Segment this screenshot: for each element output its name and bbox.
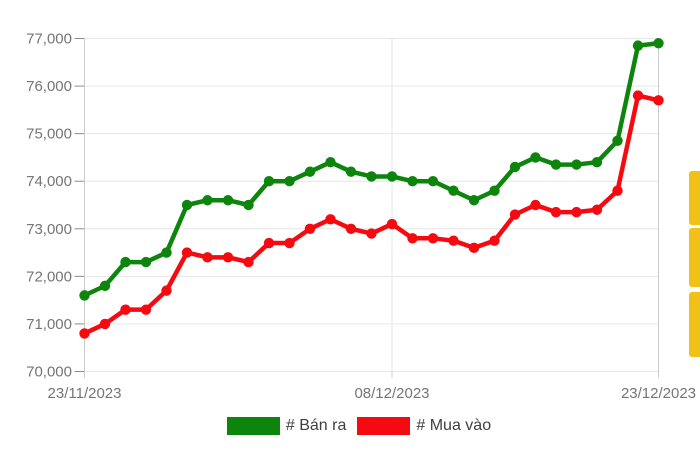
data-point-ban-ra[interactable] [345,166,357,177]
data-point-ban-ra[interactable] [653,38,664,49]
data-point-ban-ra[interactable] [79,290,90,301]
x-axis-label: 23/12/2023 [621,385,696,402]
data-point-mua-vao[interactable] [161,285,172,296]
data-point-ban-ra[interactable] [427,176,439,187]
data-point-mua-vao[interactable] [448,235,459,246]
data-point-ban-ra[interactable] [489,185,500,196]
x-axis-label: 08/12/2023 [354,385,429,402]
data-point-mua-vao[interactable] [345,223,357,234]
data-point-ban-ra[interactable] [222,195,234,206]
data-point-mua-vao[interactable] [284,237,295,249]
data-point-mua-vao[interactable] [325,214,336,225]
mua-vao-color-swatch-icon [357,417,411,435]
data-point-mua-vao[interactable] [571,206,582,218]
data-point-ban-ra[interactable] [530,152,541,163]
data-point-ban-ra[interactable] [140,256,152,268]
data-point-ban-ra[interactable] [571,159,582,170]
data-point-ban-ra[interactable] [612,135,623,146]
data-point-ban-ra[interactable] [99,280,111,292]
y-axis-label: 71,000 [26,316,72,333]
chart-legend: # Bán ra # Mua vào [9,416,700,436]
data-point-ban-ra[interactable] [181,199,193,211]
data-point-mua-vao[interactable] [79,328,90,339]
data-point-mua-vao[interactable] [202,252,213,263]
right-edge-button-1[interactable] [689,171,700,225]
data-point-ban-ra[interactable] [284,176,295,187]
y-axis-label: 73,000 [26,221,72,238]
right-edge-button-3[interactable] [689,292,700,357]
data-point-ban-ra[interactable] [407,176,418,187]
data-point-mua-vao[interactable] [489,235,500,246]
series-line-ban-ra [82,41,661,298]
data-point-ban-ra[interactable] [366,171,377,182]
data-point-ban-ra[interactable] [325,156,336,168]
data-point-ban-ra[interactable] [632,40,644,51]
data-point-mua-vao[interactable] [550,206,562,218]
x-axis-label: 23/11/2023 [48,385,122,402]
legend-item-ban-ra[interactable]: # Bán ra [226,416,347,436]
data-point-mua-vao[interactable] [591,204,603,215]
data-point-mua-vao[interactable] [612,185,623,196]
data-point-mua-vao[interactable] [530,199,541,211]
data-point-ban-ra[interactable] [550,159,562,170]
right-edge-button-2[interactable] [689,228,700,287]
data-point-ban-ra[interactable] [386,171,398,182]
data-point-mua-vao[interactable] [222,252,234,263]
data-point-mua-vao[interactable] [243,256,254,268]
data-point-ban-ra[interactable] [161,247,172,258]
data-point-ban-ra[interactable] [304,166,316,177]
y-axis-label: 72,000 [26,268,72,285]
data-point-mua-vao[interactable] [632,90,644,101]
data-point-ban-ra[interactable] [468,195,480,206]
y-axis-label: 77,000 [26,31,72,48]
data-point-mua-vao[interactable] [99,318,111,330]
data-point-mua-vao[interactable] [509,209,521,220]
data-point-mua-vao[interactable] [140,304,152,315]
data-point-mua-vao[interactable] [427,233,439,244]
data-point-mua-vao[interactable] [366,228,377,239]
data-point-mua-vao[interactable] [181,247,193,258]
y-axis-label: 76,000 [26,78,72,95]
y-axis-label: 74,000 [26,173,72,190]
data-point-ban-ra[interactable] [509,161,521,173]
y-axis-label: 75,000 [26,126,72,143]
legend-label-ban-ra: # Bán ra [285,417,347,434]
data-point-mua-vao[interactable] [263,237,275,249]
data-point-mua-vao[interactable] [407,233,418,244]
ban-ra-color-swatch-icon [226,417,280,435]
legend-item-mua-vao[interactable]: # Mua vào [357,416,491,436]
data-point-mua-vao[interactable] [468,242,480,254]
data-point-ban-ra[interactable] [263,176,275,187]
y-axis-label: 70,000 [26,364,72,381]
data-point-ban-ra[interactable] [202,195,213,206]
data-point-ban-ra[interactable] [243,199,254,211]
data-point-ban-ra[interactable] [448,185,459,196]
data-point-mua-vao[interactable] [304,223,316,234]
data-point-mua-vao[interactable] [653,95,664,106]
data-point-mua-vao[interactable] [386,218,398,230]
data-point-ban-ra[interactable] [120,256,131,268]
data-point-mua-vao[interactable] [120,304,131,315]
data-point-ban-ra[interactable] [591,156,603,168]
legend-label-mua-vao: # Mua vào [416,417,492,434]
